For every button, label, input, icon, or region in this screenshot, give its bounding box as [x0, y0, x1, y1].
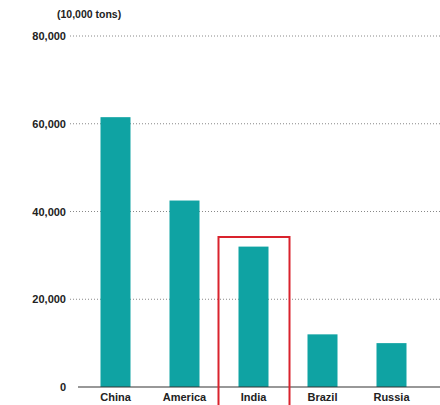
grid-line	[70, 36, 440, 37]
bars	[101, 117, 407, 387]
highlight-box	[219, 237, 290, 405]
y-axis-label: (10,000 tons)	[57, 8, 121, 20]
x-tick-label: India	[241, 391, 268, 403]
x-tick-label: China	[100, 391, 131, 403]
bar	[239, 247, 269, 387]
chart-container: (10,000 tons) 0 20,000 40,000 60,000 80,000 Ch…	[0, 0, 440, 405]
y-tick-label: 40,000	[32, 206, 66, 218]
x-axis-line	[78, 386, 440, 387]
bar	[308, 334, 338, 387]
y-tick-label: 20,000	[32, 293, 66, 305]
y-tick-label: 60,000	[32, 118, 66, 130]
x-tick-label: Russia	[373, 391, 410, 403]
x-tick-label: Brazil	[308, 391, 338, 403]
chart-svg: (10,000 tons) 0 20,000 40,000 60,000 80,000 Ch…	[0, 0, 440, 405]
y-tick-label: 80,000	[32, 30, 66, 42]
bar	[170, 201, 200, 387]
bar	[101, 117, 131, 387]
x-tick-label: America	[163, 391, 207, 403]
bar	[377, 343, 407, 387]
y-tick-label: 0	[60, 381, 66, 393]
